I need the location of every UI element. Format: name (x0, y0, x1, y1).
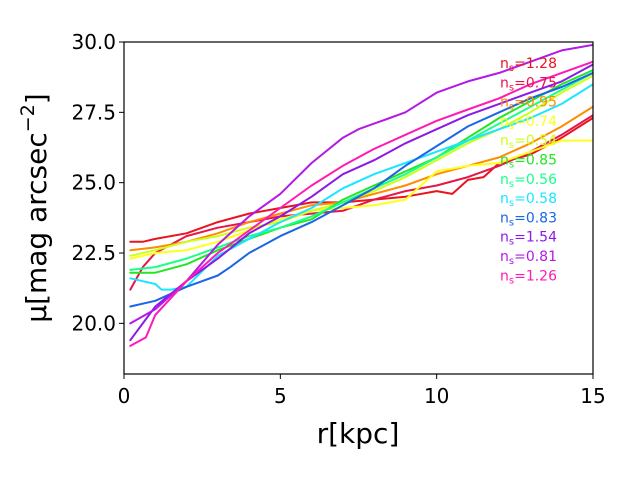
legend-entry-7: ns=0.56 (500, 172, 557, 190)
series-line-9 (129, 71, 593, 308)
y-axis-label-exponent: −2 (17, 104, 39, 132)
legend-entry-4: ns=0.74 (500, 114, 557, 132)
series-line-11 (129, 43, 593, 325)
series-line-8 (129, 83, 593, 291)
legend-entry-2: ns=0.75 (500, 75, 557, 93)
legend-entry-11: ns=0.81 (500, 249, 557, 267)
legend-entry-9: ns=0.83 (500, 210, 557, 228)
series-line-2 (129, 114, 593, 291)
x-axis-label: r[kpc] (317, 417, 400, 450)
y-tick-label: 27.5 (71, 100, 116, 124)
plot-frame (123, 41, 594, 375)
series-line-3 (129, 105, 593, 252)
legend-entry-10: ns=1.54 (500, 230, 557, 248)
series-layer (129, 43, 593, 347)
legend-entry-1: ns=1.28 (500, 56, 557, 74)
legend-entry-12: ns=1.26 (500, 268, 557, 286)
x-tick-label: 10 (424, 384, 449, 408)
y-tick-label: 20.0 (71, 311, 116, 335)
x-tick-label: 0 (118, 384, 131, 408)
y-axis-label-close: ] (20, 93, 53, 104)
y-tick-label: 30.0 (71, 30, 116, 54)
y-tick-label: 22.5 (71, 241, 116, 265)
x-tick-label: 5 (274, 384, 287, 408)
series-line-10 (129, 63, 593, 342)
legend-entry-3: ns=0.95 (500, 95, 557, 113)
series-line-12 (129, 60, 593, 347)
x-tick-label: 15 (580, 384, 605, 408)
series-line-7 (129, 71, 593, 271)
y-axis-label: μ[mag arcsec−2] (17, 93, 53, 322)
legend-entry-5: ns=0.54 (500, 133, 557, 151)
y-axis-label-main: μ[mag arcsec (20, 132, 53, 323)
y-tick-label: 25.0 (71, 171, 116, 195)
series-line-4 (129, 139, 593, 260)
x-axis: 0 5 10 15 (118, 374, 606, 408)
legend-entry-8: ns=0.58 (500, 191, 557, 209)
y-axis: 20.0 22.5 25.0 27.5 30.0 (71, 30, 124, 335)
series-line-6 (129, 69, 593, 274)
legend-entry-6: ns=0.85 (500, 153, 557, 171)
